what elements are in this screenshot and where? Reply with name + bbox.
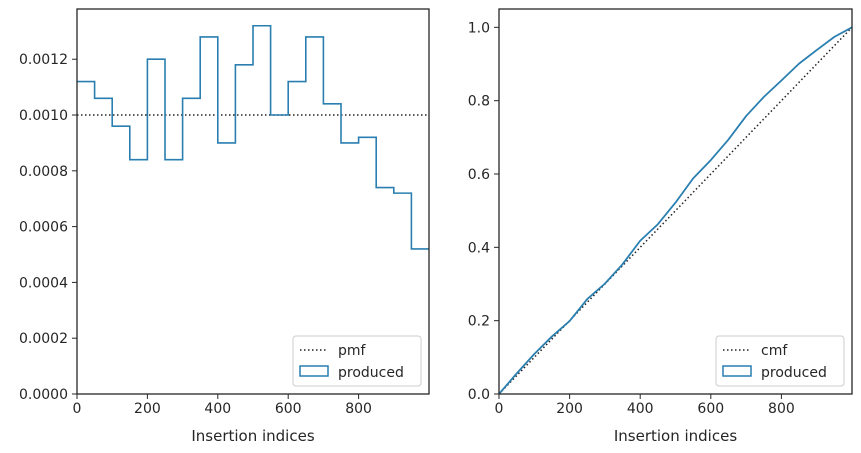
pmf-legend-label-pmf: pmf xyxy=(338,343,367,359)
cmf-legend-box xyxy=(715,335,845,387)
pmf-x-tick-label: 200 xyxy=(134,401,161,417)
cmf-axis-ticks: 0 200 400 600 800 0.0 0.2 0.4 0.6 0.8 1.0 xyxy=(468,20,795,417)
pmf-x-tick-label: 600 xyxy=(275,401,302,417)
cmf-panel: 0 200 400 600 800 0.0 0.2 0.4 0.6 0.8 1.0 Insertio… xyxy=(468,8,853,445)
pmf-axis-ticks: 0 200 400 600 800 0.0000 0.0002 0.0004 0.0006 0.0… xyxy=(19,52,372,417)
pmf-y-tick-label: 0.0004 xyxy=(19,275,68,291)
cmf-plot-frame xyxy=(498,8,853,395)
pmf-legend-key-produced xyxy=(299,365,329,377)
cmf-y-tick-label: 0.2 xyxy=(468,314,490,330)
pmf-y-tick-label: 0.0008 xyxy=(19,164,68,180)
pmf-y-tick-label: 0.0000 xyxy=(19,387,68,403)
pmf-x-tick-label: 800 xyxy=(345,401,372,417)
cmf-x-tick-label: 200 xyxy=(556,401,583,417)
cmf-legend: cmf produced xyxy=(715,335,845,387)
cmf-x-axis-label: Insertion indices xyxy=(614,427,737,445)
pmf-y-tick-label: 0.0012 xyxy=(19,52,68,68)
cmf-y-tick-label: 1.0 xyxy=(468,20,490,36)
pmf-plot-frame xyxy=(76,8,430,395)
cmf-legend-key-produced xyxy=(722,365,752,377)
cmf-y-tick-label: 0.8 xyxy=(468,94,490,110)
cmf-x-tick-label: 400 xyxy=(627,401,654,417)
cmf-x-tick-label: 0 xyxy=(495,401,504,417)
cmf-x-tick-label: 600 xyxy=(697,401,724,417)
cmf-plot-marks xyxy=(499,26,852,394)
pmf-y-tick-label: 0.0010 xyxy=(19,108,68,124)
cmf-y-tick-label: 0.4 xyxy=(468,240,490,256)
pmf-x-axis-label: Insertion indices xyxy=(191,427,314,445)
pmf-y-tick-label: 0.0002 xyxy=(19,331,68,347)
cmf-legend-label-produced: produced xyxy=(761,365,827,381)
pmf-x-tick-label: 400 xyxy=(204,401,231,417)
pmf-x-tick-label: 0 xyxy=(73,401,82,417)
cmf-legend-label-cmf: cmf xyxy=(761,343,788,359)
cmf-y-tick-label: 0.0 xyxy=(468,387,490,403)
pmf-plot-marks xyxy=(77,24,429,250)
pmf-histogram-panel: 0 200 400 600 800 0.0000 0.0002 0.0004 0.0006 0.0… xyxy=(19,8,430,445)
cmf-produced-line xyxy=(499,26,852,394)
pmf-legend-label-produced: produced xyxy=(338,365,404,381)
cmf-x-tick-label: 800 xyxy=(768,401,795,417)
pmf-legend: pmf produced xyxy=(292,335,422,387)
cmf-reference-line xyxy=(499,26,852,394)
cmf-y-tick-label: 0.6 xyxy=(468,167,490,183)
pmf-produced-step-line xyxy=(77,24,429,250)
pmf-y-tick-label: 0.0006 xyxy=(19,220,68,236)
pmf-legend-box xyxy=(292,335,422,387)
